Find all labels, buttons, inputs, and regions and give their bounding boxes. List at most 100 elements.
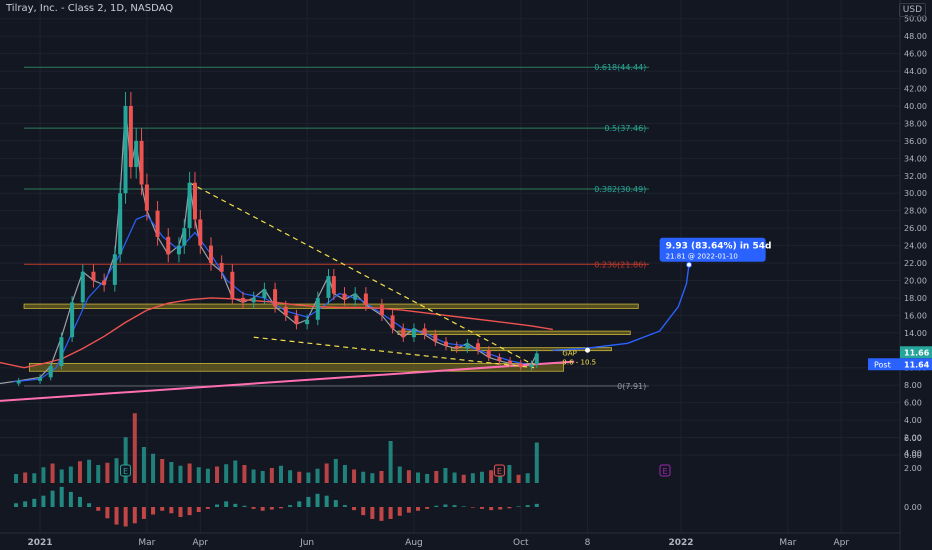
volume-bar <box>32 473 37 483</box>
macd-bar <box>297 501 302 507</box>
candle-body <box>401 328 406 338</box>
volume-bar <box>416 472 421 483</box>
y-tick-label: 4.00 <box>904 416 922 425</box>
macd-bar <box>342 505 347 507</box>
y-tick-label: 44.00 <box>904 67 927 76</box>
volume-bar <box>251 469 256 483</box>
candle-body <box>433 334 438 342</box>
candle-body <box>139 140 144 185</box>
volume-bar <box>507 465 512 483</box>
macd-bar <box>59 486 64 507</box>
macd-bar <box>479 507 484 509</box>
macd-bar <box>41 495 46 507</box>
volume-bar <box>233 460 238 483</box>
volume-tick-label: 6.00 <box>904 434 922 443</box>
x-tick-label: 8 <box>585 538 591 548</box>
earnings-mark-label: E <box>123 467 128 476</box>
candle-body <box>187 182 192 229</box>
macd-bar <box>516 506 521 507</box>
candle-body <box>123 105 128 194</box>
volume-bar <box>452 472 457 483</box>
volume-bar <box>260 471 265 483</box>
fib-label: 0.5(37.46) <box>604 124 646 133</box>
macd-bar <box>425 507 430 509</box>
y-tick-label: 14.00 <box>904 329 927 338</box>
macd-bar <box>434 505 439 507</box>
y-tick-label: 38.00 <box>904 119 927 128</box>
candle-body <box>182 228 187 246</box>
volume-bar <box>333 459 338 483</box>
volume-bar <box>41 467 46 483</box>
y-tick-label: 18.00 <box>904 294 927 303</box>
volume-bar <box>96 465 101 483</box>
volume-bar <box>196 467 201 483</box>
macd-bar <box>416 507 421 511</box>
volume-bar <box>105 462 110 483</box>
macd-bar <box>470 507 475 508</box>
earnings-mark <box>120 464 132 477</box>
macd-bar <box>525 505 530 507</box>
candle-body <box>38 377 43 381</box>
macd-bar <box>461 506 466 507</box>
candle-body <box>166 236 171 255</box>
y-tick-label: 0.00 <box>904 451 922 460</box>
macd-bar <box>87 503 92 507</box>
volume-tick-label: 2.00 <box>904 464 922 473</box>
macd-bar <box>205 507 210 509</box>
zone-rect <box>397 330 631 335</box>
candle-body <box>326 276 331 298</box>
last-price-value: 11.66 <box>904 348 930 357</box>
series-projection <box>552 264 690 351</box>
y-tick-label: 20.00 <box>904 276 927 285</box>
fib-label: 0.382(30.49) <box>594 185 646 194</box>
macd-bar <box>242 505 247 507</box>
volume-bar <box>178 465 183 483</box>
volume-bar <box>516 474 521 483</box>
x-tick-label: Mar <box>138 538 155 548</box>
candle-body <box>497 357 502 361</box>
macd-bar <box>196 507 201 513</box>
y-tick-label: 24.00 <box>904 242 927 251</box>
candle-body <box>534 353 539 365</box>
x-tick-label: 2021 <box>28 538 53 548</box>
candle-body <box>262 289 267 298</box>
candle-body <box>529 364 534 367</box>
volume-bar <box>205 468 210 483</box>
volume-bar <box>242 465 247 483</box>
candle-body <box>102 280 107 285</box>
projection-start-point <box>585 347 591 353</box>
post-label: Post <box>874 360 891 369</box>
volume-bar <box>87 459 92 483</box>
y-tick-label: 36.00 <box>904 137 927 146</box>
macd-bar <box>397 507 402 516</box>
volume-bar <box>361 471 366 483</box>
macd-bar <box>23 501 28 507</box>
volume-bar <box>288 470 293 483</box>
macd-bar <box>32 498 37 507</box>
volume-bar <box>489 470 494 483</box>
macd-bar <box>361 507 366 516</box>
macd-bar <box>215 504 220 507</box>
y-tick-label: 32.00 <box>904 172 927 181</box>
x-tick-label: Aug <box>405 538 423 548</box>
currency-button[interactable]: USD <box>898 3 926 17</box>
volume-bar <box>132 413 137 483</box>
gap-label: GAP <box>562 350 576 358</box>
support-resistance-zones <box>23 303 639 372</box>
macd-bar <box>233 503 238 507</box>
volume-bar <box>68 466 73 483</box>
volume-bar <box>187 463 192 483</box>
candle-body <box>305 319 310 325</box>
y-tick-label: 48.00 <box>904 32 927 41</box>
macd-bar <box>324 495 329 507</box>
x-tick-label: 2022 <box>668 538 693 548</box>
volume-bar <box>23 472 28 483</box>
macd-bar <box>452 505 457 507</box>
volume-bar <box>315 468 320 483</box>
candle-body <box>91 271 96 281</box>
candle-body <box>128 105 133 168</box>
macd-bar <box>96 507 101 511</box>
candle-body <box>241 297 246 303</box>
